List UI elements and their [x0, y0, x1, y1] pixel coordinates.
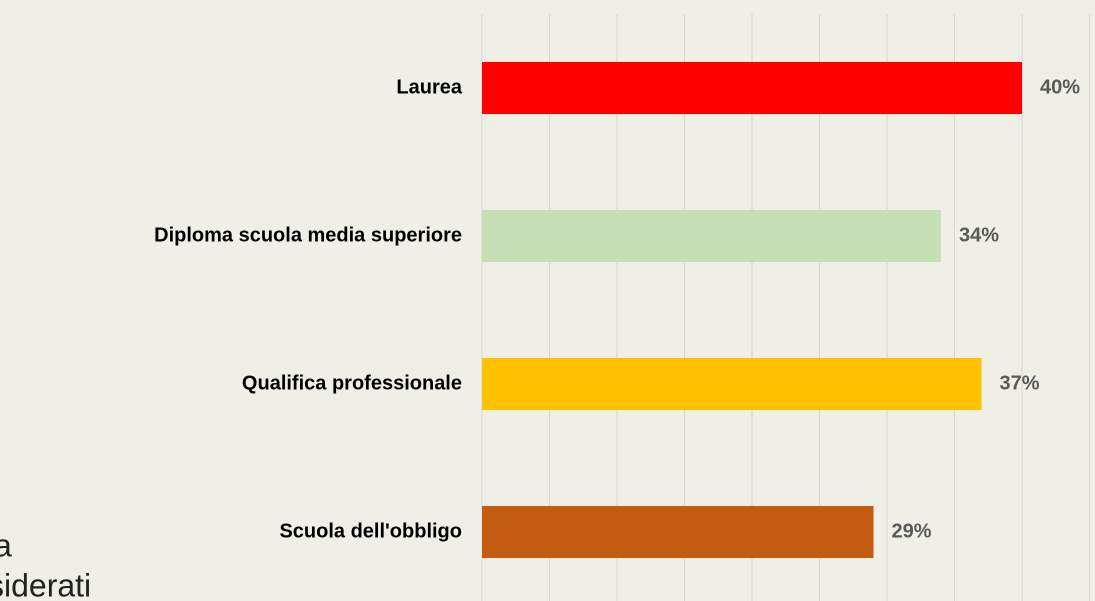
bar — [482, 506, 874, 558]
bar — [482, 62, 1022, 114]
value-label: 40% — [1040, 76, 1080, 98]
category-label: Laurea — [396, 76, 462, 98]
value-label: 34% — [959, 224, 999, 246]
value-label: 29% — [892, 520, 932, 542]
background-text: siderati — [0, 567, 91, 601]
bar — [482, 210, 941, 262]
category-label: Scuola dell'obbligo — [279, 520, 462, 542]
bar — [482, 358, 982, 410]
category-label: Diploma scuola media superiore — [154, 224, 462, 246]
value-label: 37% — [1000, 372, 1040, 394]
background-text: a — [0, 527, 12, 563]
category-label: Qualifica professionale — [242, 372, 462, 394]
